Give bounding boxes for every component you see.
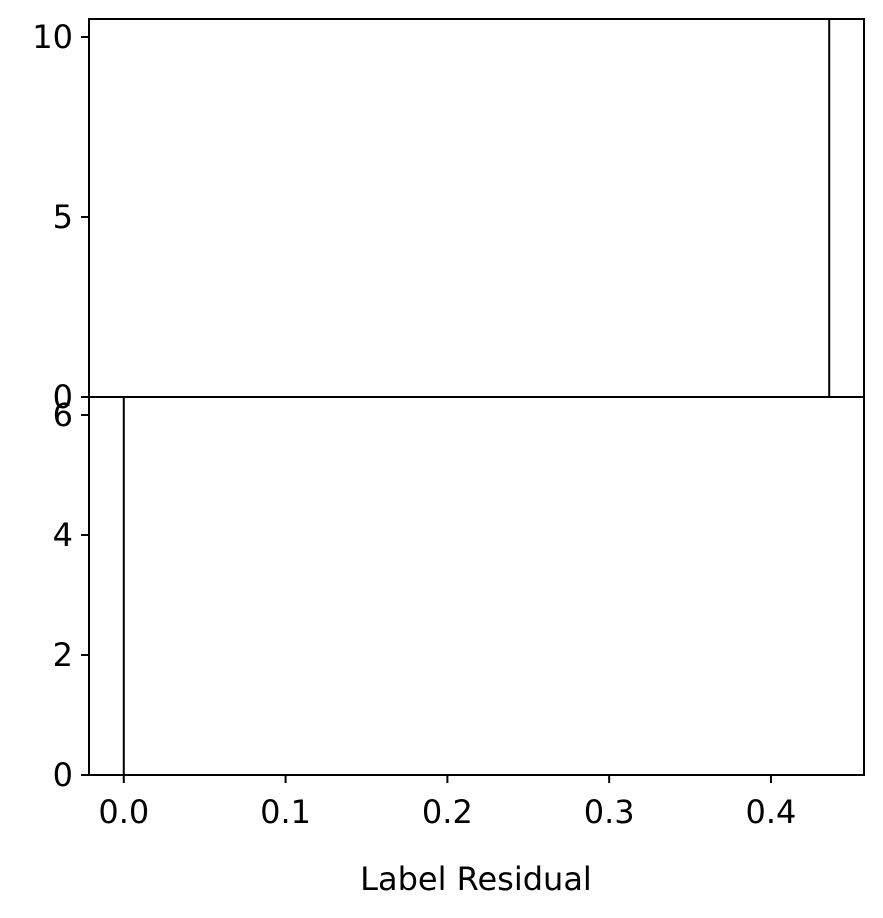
x-tick-label: 0.4 [746,793,797,831]
bottom-panel-frame [88,396,865,776]
top-y-ticks: 0 5 10 [32,18,89,416]
bottom-y-ticks: 0 2 4 6 [53,396,89,794]
bottom-y-tick-label: 4 [53,516,73,554]
top-y-tick-label: 5 [53,198,73,236]
x-axis-label: Label Residual [360,860,592,898]
top-y-tick-label: 10 [32,18,73,56]
bottom-y-tick-label: 0 [53,756,73,794]
top-y-tick-label: 0 [53,378,73,416]
bottom-panel: 0 2 4 6 0.0 0.1 0.2 0.3 0.4 [53,396,865,831]
x-tick-label: 0.3 [584,793,635,831]
bottom-x-ticks: 0.0 0.1 0.2 0.3 0.4 [98,775,796,831]
x-tick-label: 0.1 [260,793,311,831]
bottom-y-tick-label: 6 [53,396,73,434]
bottom-y-tick-label: 2 [53,636,73,674]
x-tick-label: 0.0 [98,793,149,831]
x-tick-label: 0.2 [422,793,473,831]
